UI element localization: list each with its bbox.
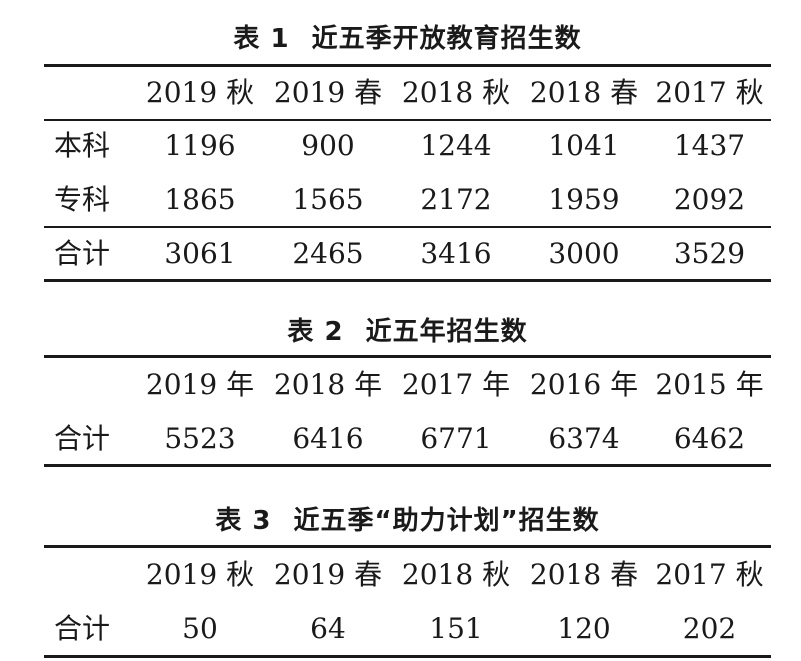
row-label: 合计 bbox=[54, 237, 111, 270]
table-cell: 1865 bbox=[164, 183, 236, 216]
table-cell: 5523 bbox=[164, 422, 236, 455]
table-title: 近五季“助力计划”招生数 bbox=[293, 506, 600, 536]
column-header: 2017 秋 bbox=[655, 558, 764, 591]
table-cell: 151 bbox=[429, 612, 483, 645]
table-cell: 3529 bbox=[673, 237, 746, 270]
table-cell: 202 bbox=[682, 612, 737, 645]
table-number: 表 3 bbox=[215, 506, 272, 536]
table-cell: 6374 bbox=[548, 422, 620, 455]
table-cell: 1959 bbox=[548, 183, 620, 216]
column-header: 2017 年 bbox=[401, 368, 511, 401]
column-header: 2015 年 bbox=[655, 368, 764, 401]
table-cell: 6771 bbox=[420, 422, 492, 455]
table-title: 近五年招生数 bbox=[365, 317, 528, 347]
table-cell: 2172 bbox=[420, 183, 492, 216]
table-caption: 表 2 近五年招生数 bbox=[44, 317, 771, 347]
column-header: 2019 秋 bbox=[145, 76, 255, 109]
column-header: 2019 年 bbox=[145, 368, 255, 401]
column-header: 2019 秋 bbox=[145, 558, 255, 591]
top-rule bbox=[44, 545, 771, 548]
table-row: 本科 1196 900 1244 1041 1437 bbox=[44, 128, 771, 164]
table-cell: 2465 bbox=[292, 237, 364, 270]
row-label: 合计 bbox=[54, 422, 111, 455]
total-rule bbox=[44, 226, 771, 228]
column-header: 2019 春 bbox=[273, 76, 383, 109]
column-header: 2019 春 bbox=[273, 558, 383, 591]
table-cell: 1244 bbox=[420, 129, 492, 162]
table-cell: 120 bbox=[557, 612, 611, 645]
header-row: 2019 秋 2019 春 2018 秋 2018 春 2017 秋 bbox=[44, 557, 771, 593]
bottom-rule bbox=[44, 655, 771, 658]
header-row: 2019 年 2018 年 2017 年 2016 年 2015 年 bbox=[44, 367, 771, 403]
table-cell: 6416 bbox=[292, 422, 364, 455]
header-row: 2019 秋 2019 春 2018 秋 2018 春 2017 秋 bbox=[44, 75, 771, 111]
table-title: 近五季开放教育招生数 bbox=[311, 24, 582, 54]
table-cell: 1196 bbox=[164, 129, 236, 162]
table-2: 表 2 近五年招生数 2019 年 2018 年 2017 年 2016 年 20… bbox=[44, 0, 771, 470]
column-header: 2016 年 bbox=[529, 368, 639, 401]
table-number: 表 1 bbox=[233, 24, 290, 54]
table-row: 专科 1865 1565 2172 1959 2092 bbox=[44, 182, 771, 218]
table-caption: 表 1 近五季开放教育招生数 bbox=[44, 24, 771, 54]
table-1: 表 1 近五季开放教育招生数 2019 秋 2019 春 2018 秋 2018 … bbox=[44, 0, 771, 285]
table-cell: 1437 bbox=[673, 129, 746, 162]
table-cell: 64 bbox=[310, 612, 346, 645]
table-cell: 1041 bbox=[548, 129, 620, 162]
table-cell: 3000 bbox=[548, 237, 620, 270]
top-rule bbox=[44, 355, 771, 358]
table-row: 合计 5523 6416 6771 6374 6462 bbox=[44, 421, 771, 457]
table-number: 表 2 bbox=[287, 317, 344, 347]
table-row: 合计 50 64 151 120 202 bbox=[44, 611, 771, 647]
column-header: 2018 年 bbox=[273, 368, 383, 401]
bottom-rule bbox=[44, 279, 771, 282]
table-cell: 3416 bbox=[420, 237, 492, 270]
column-header: 2018 秋 bbox=[401, 76, 511, 109]
bottom-rule bbox=[44, 464, 771, 467]
top-rule bbox=[44, 64, 771, 67]
table-3: 表 3 近五季“助力计划”招生数 2019 秋 2019 春 2018 秋 201… bbox=[44, 0, 771, 661]
row-label: 专科 bbox=[54, 183, 111, 216]
column-header: 2018 春 bbox=[529, 76, 639, 109]
table-cell: 3061 bbox=[164, 237, 236, 270]
table-caption: 表 3 近五季“助力计划”招生数 bbox=[44, 506, 771, 536]
table-row: 合计 3061 2465 3416 3000 3529 bbox=[44, 236, 771, 272]
column-header: 2017 秋 bbox=[655, 76, 764, 109]
column-header: 2018 春 bbox=[529, 558, 639, 591]
row-label: 合计 bbox=[54, 612, 111, 645]
row-label: 本科 bbox=[54, 129, 111, 162]
table-cell: 6462 bbox=[673, 422, 746, 455]
column-header: 2018 秋 bbox=[401, 558, 511, 591]
table-cell: 1565 bbox=[292, 183, 364, 216]
table-cell: 2092 bbox=[673, 183, 746, 216]
header-rule bbox=[44, 119, 771, 121]
table-cell: 900 bbox=[301, 129, 355, 162]
table-cell: 50 bbox=[182, 612, 218, 645]
